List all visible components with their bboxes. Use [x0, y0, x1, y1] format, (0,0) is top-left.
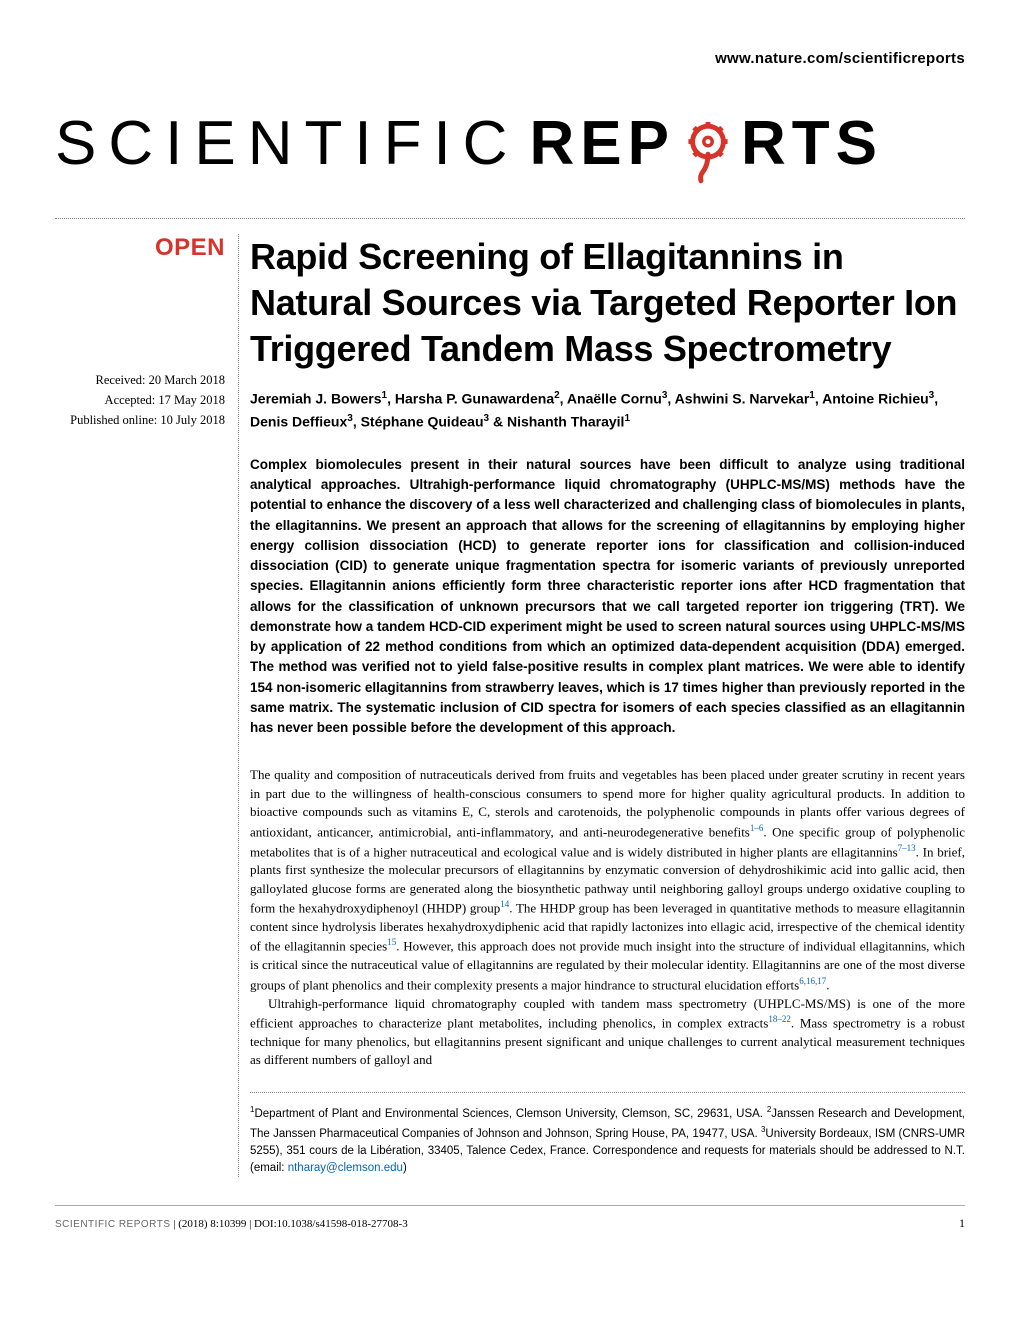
- footer-journal-name: SCIENTIFIC REPORTS: [55, 1219, 171, 1230]
- citation-link[interactable]: 7–13: [898, 843, 916, 853]
- content-grid: OPEN Received: 20 March 2018 Accepted: 1…: [55, 234, 965, 1177]
- header-url[interactable]: www.nature.com/scientificreports: [55, 50, 965, 67]
- article-title: Rapid Screening of Ellagitannins in Natu…: [250, 234, 965, 372]
- citation-link[interactable]: 18–22: [768, 1014, 791, 1024]
- vertical-separator: [238, 234, 239, 1177]
- author-list: Jeremiah J. Bowers1, Harsha P. Gunawarde…: [250, 388, 965, 433]
- citation-link[interactable]: 6,16,17: [799, 976, 826, 986]
- abstract-text: Complex biomolecules present in their na…: [250, 455, 965, 739]
- separator-top: [55, 218, 965, 219]
- footer-citation: SCIENTIFIC REPORTS | (2018) 8:10399 | DO…: [55, 1218, 408, 1230]
- citation-link[interactable]: 15: [387, 937, 396, 947]
- correspondence-email[interactable]: ntharay@clemson.edu: [288, 1162, 403, 1174]
- accepted-date: Accepted: 17 May 2018: [55, 390, 225, 410]
- body-paragraph-2: Ultrahigh-performance liquid chromatogra…: [250, 995, 965, 1070]
- body-paragraph-1: The quality and composition of nutraceut…: [250, 766, 965, 994]
- page-container: www.nature.com/scientificreports SCIENTI…: [0, 0, 1020, 1271]
- logo-scientific-text: SCIENTIFIC: [55, 108, 519, 179]
- footer-citation-text: | (2018) 8:10399 | DOI:10.1038/s41598-01…: [171, 1218, 408, 1230]
- received-date: Received: 20 March 2018: [55, 370, 225, 390]
- citation-link[interactable]: 14: [500, 899, 509, 909]
- logo-rep-text: REP: [529, 108, 674, 179]
- separator-affiliations: [250, 1092, 965, 1093]
- open-access-badge: OPEN: [55, 234, 225, 262]
- journal-logo: SCIENTIFIC REP: [55, 97, 965, 190]
- citation-link[interactable]: 1–6: [750, 823, 764, 833]
- affiliations-block: 1Department of Plant and Environmental S…: [250, 1105, 965, 1178]
- logo-rts-text: RTS: [741, 108, 883, 179]
- main-content: Rapid Screening of Ellagitannins in Natu…: [250, 234, 965, 1177]
- gear-icon: [673, 97, 743, 190]
- page-footer: SCIENTIFIC REPORTS | (2018) 8:10399 | DO…: [55, 1205, 965, 1231]
- published-date: Published online: 10 July 2018: [55, 410, 225, 430]
- body-text-span: .: [826, 977, 829, 992]
- left-sidebar: OPEN Received: 20 March 2018 Accepted: 1…: [55, 234, 230, 1177]
- page-number: 1: [959, 1216, 965, 1231]
- affiliations-closing: ): [403, 1162, 407, 1174]
- body-text: The quality and composition of nutraceut…: [250, 766, 965, 1069]
